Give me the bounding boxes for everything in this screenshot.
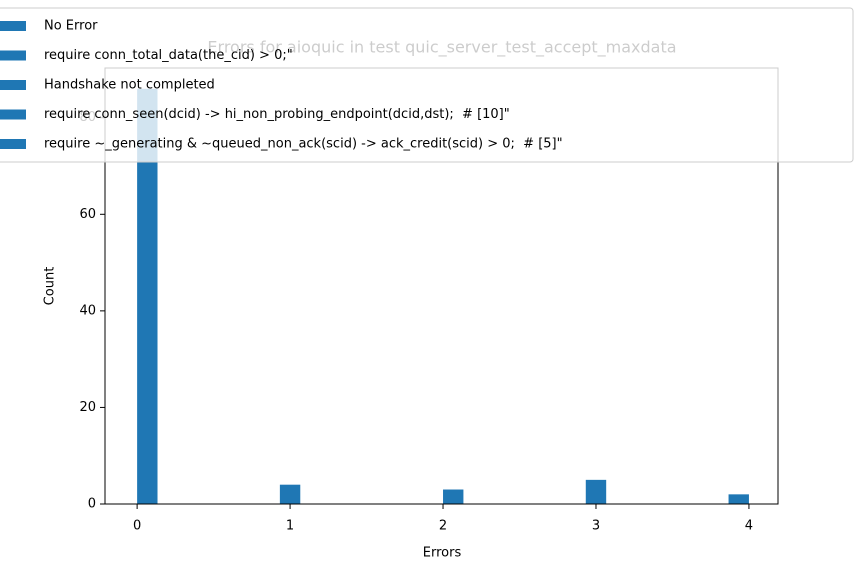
- bar: [585, 479, 607, 504]
- x-tick-label: 1: [286, 519, 294, 534]
- y-tick-label: 20: [79, 400, 96, 415]
- legend-swatch: [0, 139, 26, 149]
- x-tick-label: 2: [439, 519, 447, 534]
- legend-label: Handshake not completed: [44, 78, 215, 93]
- legend-label: require conn_seen(dcid) -> hi_non_probin…: [44, 107, 510, 122]
- y-tick-label: 40: [79, 303, 96, 318]
- x-tick-label: 3: [592, 519, 600, 534]
- bar: [443, 489, 464, 504]
- x-tick-label: 0: [133, 519, 141, 534]
- legend-swatch: [0, 50, 26, 61]
- bar: [279, 484, 301, 504]
- legend-swatch: [0, 80, 26, 90]
- x-tick-label: 4: [745, 519, 753, 534]
- legend-label: No Error: [44, 19, 98, 34]
- y-tick-label: 0: [88, 497, 96, 512]
- y-tick-label: 60: [79, 207, 96, 222]
- bar: [137, 88, 158, 504]
- legend-label: require conn_total_data(the_cid) > 0;": [44, 48, 293, 63]
- bar: [728, 494, 749, 504]
- legend-label: require ~_generating & ~queued_non_ack(s…: [44, 137, 563, 152]
- legend-box: [0, 7, 854, 163]
- y-axis-label: Count: [43, 267, 58, 306]
- legend-swatch: [0, 109, 26, 120]
- x-axis-label: Errors: [423, 546, 462, 561]
- legend-swatch: [0, 21, 26, 31]
